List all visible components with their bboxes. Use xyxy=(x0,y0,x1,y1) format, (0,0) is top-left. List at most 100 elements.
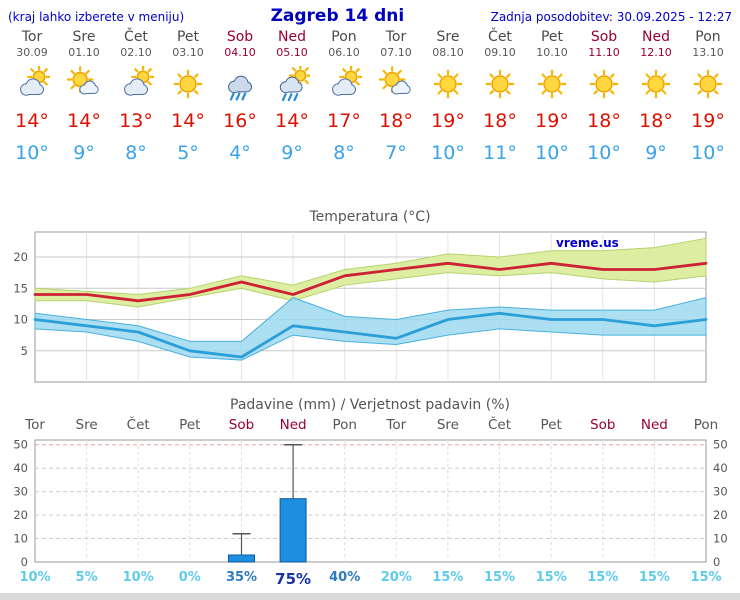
precip-day-label: Pet xyxy=(540,417,562,433)
precip-day-label: Sre xyxy=(436,417,459,433)
day-low-temp: 8° xyxy=(333,142,355,164)
precipitation-chart-section: Padavine (mm) / Verjetnost padavin (%) T… xyxy=(0,397,740,589)
day-column: Pon 06.10 17° 8° xyxy=(318,29,370,165)
cloud-sun-icon xyxy=(6,66,58,106)
sun-cloud-icon xyxy=(58,66,110,106)
svg-text:20: 20 xyxy=(13,250,28,264)
day-low-temp: 9° xyxy=(73,142,95,164)
day-date: 07.10 xyxy=(380,46,412,59)
precipitation-probability-row: 10% 5% 10% 0% 35% 75% 40% 20% 15% 15% 15% 15% 15% 15% xyxy=(0,570,740,589)
day-high-temp: 19° xyxy=(691,110,725,132)
day-column: Sre 08.10 19° 10° xyxy=(422,29,474,165)
footer-bar xyxy=(0,593,740,600)
temperature-chart: 5 10 15 20 xyxy=(13,231,708,383)
cloud-rain-icon xyxy=(214,66,266,106)
forecast-days-strip: Tor 30.09 14° 10° Sre 01.10 14° 9° Čet 02.10 13° 8°… xyxy=(0,26,740,165)
day-name: Ned xyxy=(278,29,306,45)
day-high-temp: 14° xyxy=(15,110,49,132)
day-column: Sre 01.10 14° 9° xyxy=(58,29,110,165)
last-update-text: Zadnja posodobitev: 30.09.2025 - 12:27 xyxy=(490,10,732,24)
day-date: 03.10 xyxy=(172,46,204,59)
location-menu-note: (kraj lahko izberete v meniju) xyxy=(8,10,185,24)
sun-icon xyxy=(578,66,630,106)
precip-day-label: Pet xyxy=(179,417,201,433)
precip-probability: 10% xyxy=(122,570,154,585)
day-date: 08.10 xyxy=(432,46,464,59)
day-name: Ned xyxy=(642,29,670,45)
svg-text:40: 40 xyxy=(713,461,728,475)
watermark-vreme-us: vreme.us xyxy=(556,236,619,250)
day-name: Čet xyxy=(124,29,148,45)
day-low-temp: 11° xyxy=(483,142,517,164)
sun-icon xyxy=(162,66,214,106)
precip-probability: 15% xyxy=(690,570,722,585)
svg-text:20: 20 xyxy=(713,508,728,522)
precip-probability: 15% xyxy=(638,570,670,585)
temperature-chart-section: Temperatura (°C) vreme.us 5 10 15 20 xyxy=(0,209,740,391)
precipitation-day-labels: Tor Sre Čet Pet Sob Ned Pon Tor Sre Čet Pet Sob Ned P… xyxy=(0,416,740,436)
day-high-temp: 18° xyxy=(379,110,413,132)
page-title: Zagreb 14 dni xyxy=(270,6,405,26)
day-high-temp: 14° xyxy=(171,110,205,132)
day-column: Sob 04.10 16° 4° xyxy=(214,29,266,165)
sun-icon xyxy=(422,66,474,106)
day-low-temp: 10° xyxy=(15,142,49,164)
precip-probability: 15% xyxy=(535,570,567,585)
precip-day-label: Sob xyxy=(228,417,255,433)
day-date: 01.10 xyxy=(68,46,100,59)
precip-day-label: Sob xyxy=(590,417,616,433)
precip-probability: 75% xyxy=(275,570,312,588)
day-name: Sre xyxy=(436,29,460,45)
day-date: 02.10 xyxy=(120,46,152,59)
day-date: 13.10 xyxy=(692,46,724,59)
day-low-temp: 9° xyxy=(281,142,303,164)
day-name: Pon xyxy=(331,29,357,45)
precip-probability: 10% xyxy=(19,570,51,585)
day-date: 30.09 xyxy=(16,46,48,59)
day-high-temp: 13° xyxy=(119,110,153,132)
svg-text:0: 0 xyxy=(21,555,28,569)
day-high-temp: 14° xyxy=(67,110,101,132)
day-column: Tor 30.09 14° 10° xyxy=(6,29,58,165)
precip-probability: 35% xyxy=(225,570,258,585)
svg-text:5: 5 xyxy=(21,344,28,358)
svg-text:10: 10 xyxy=(713,532,728,546)
precip-day-label: Tor xyxy=(25,417,45,433)
precip-probability: 15% xyxy=(587,570,619,585)
day-high-temp: 19° xyxy=(535,110,569,132)
day-name: Tor xyxy=(21,29,43,45)
precip-probability: 15% xyxy=(483,570,516,585)
precip-day-label: Čet xyxy=(487,417,512,433)
day-column: Pet 03.10 14° 5° xyxy=(162,29,214,165)
day-date: 09.10 xyxy=(484,46,516,59)
day-date: 10.10 xyxy=(536,46,568,59)
day-high-temp: 14° xyxy=(275,110,309,132)
precip-day-label: Tor xyxy=(386,417,407,433)
svg-text:10: 10 xyxy=(13,532,28,546)
cloud-sun-icon xyxy=(110,66,162,106)
cloud-rain-sun-icon xyxy=(266,66,318,106)
day-column: Tor 07.10 18° 7° xyxy=(370,29,422,165)
precip-day-label: Ned xyxy=(640,417,668,433)
precipitation-chart: 0 0 10 10 20 20 30 30 40 40 50 50 xyxy=(13,438,728,569)
precip-probability: 20% xyxy=(380,570,412,585)
sun-icon xyxy=(526,66,578,106)
svg-text:20: 20 xyxy=(13,508,28,522)
day-low-temp: 5° xyxy=(177,142,199,164)
day-high-temp: 17° xyxy=(327,110,361,132)
day-low-temp: 7° xyxy=(385,142,407,164)
day-name: Sob xyxy=(226,29,254,45)
day-date: 11.10 xyxy=(588,46,620,59)
svg-text:10: 10 xyxy=(13,313,28,327)
day-column: Pon 13.10 19° 10° xyxy=(682,29,734,165)
day-low-temp: 10° xyxy=(535,142,569,164)
day-high-temp: 18° xyxy=(639,110,673,132)
day-column: Čet 09.10 18° 11° xyxy=(474,29,526,165)
day-high-temp: 16° xyxy=(223,110,257,132)
day-low-temp: 10° xyxy=(431,142,465,164)
precipitation-chart-title: Padavine (mm) / Verjetnost padavin (%) xyxy=(230,397,510,413)
sun-icon xyxy=(474,66,526,106)
day-column: Ned 12.10 18° 9° xyxy=(630,29,682,165)
day-column: Sob 11.10 18° 10° xyxy=(578,29,630,165)
